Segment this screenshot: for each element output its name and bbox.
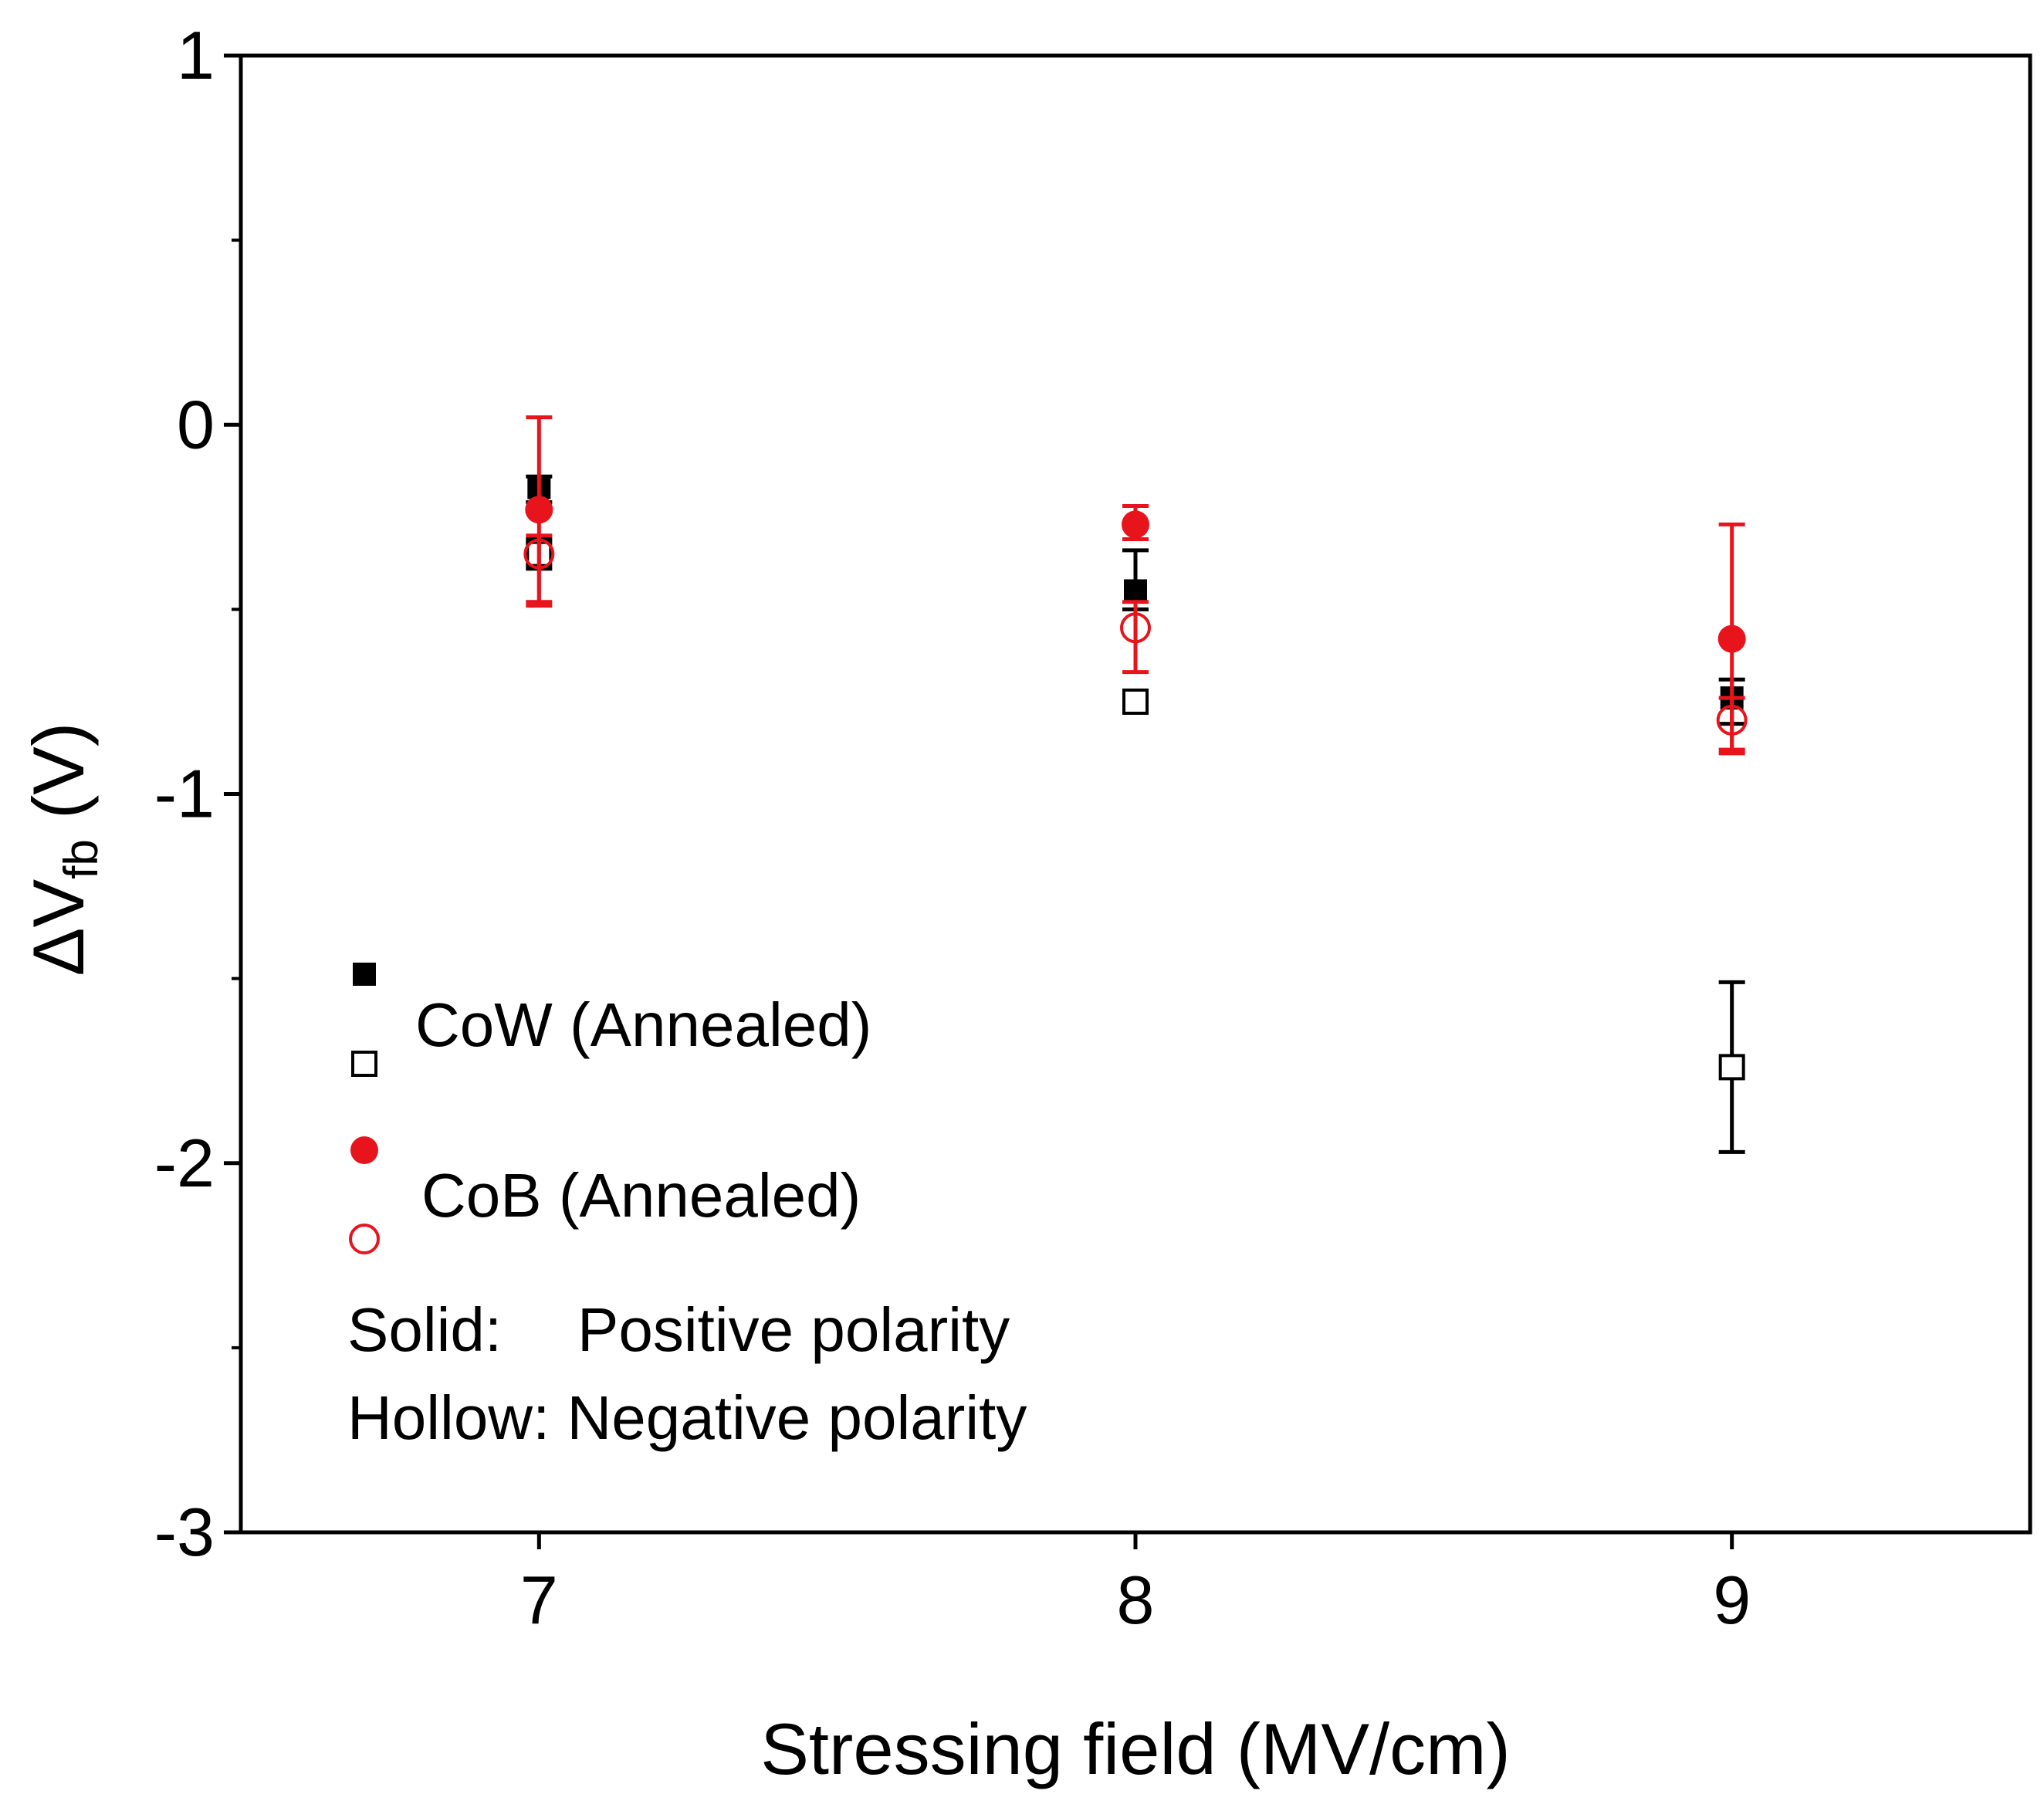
data-point [523, 538, 555, 570]
y-tick-label: -2 [154, 1125, 215, 1201]
x-tick-label: 8 [1117, 1562, 1155, 1638]
data-marks [523, 415, 1748, 1154]
y-tick-label: -1 [154, 756, 215, 832]
legend-marker-cow-negative [351, 1051, 377, 1077]
series-cob_positive [525, 415, 1746, 756]
legend-marker-cob-positive [350, 1136, 378, 1164]
x-axis-label: Stressing field (MV/cm) [760, 1708, 1511, 1789]
y-axis-label-subscript: fb [55, 839, 108, 879]
data-point [1716, 704, 1748, 736]
legend-label-cob: CoB (Annealed) [421, 1161, 861, 1230]
data-point [1120, 612, 1151, 644]
legend-marker-cob-negative [349, 1224, 380, 1254]
y-axis-label-main: ΔV [18, 879, 99, 977]
y-tick-label: 1 [177, 17, 215, 93]
data-point [1124, 579, 1147, 603]
y-tick-label: -3 [154, 1494, 215, 1570]
x-tick-label: 7 [520, 1562, 558, 1638]
series-cob_negative [523, 533, 1748, 752]
legend-label-cow: CoW (Annealed) [415, 990, 871, 1059]
y-axis-label-unit: (V) [18, 723, 99, 839]
legend-marker-cow-positive [353, 963, 376, 986]
legend-note-hollow: Hollow: Negative polarity [347, 1383, 1027, 1452]
x-axis: 7 8 9 [520, 1532, 1751, 1638]
plot-area [239, 53, 2032, 1535]
y-tick-label: 0 [177, 386, 215, 462]
y-axis-label: ΔVfb (V) [18, 723, 108, 977]
data-point [1122, 688, 1149, 715]
y-axis: -3 -2 -1 0 1 [154, 17, 241, 1570]
data-point [1717, 625, 1746, 653]
data-point [1718, 1054, 1745, 1081]
data-point [1122, 510, 1149, 539]
legend-note-positive: Positive polarity [577, 1295, 1010, 1364]
legend-note-solid: Solid: [347, 1295, 502, 1364]
x-tick-label: 9 [1713, 1562, 1751, 1638]
data-point [525, 496, 553, 524]
legend: CoW (Annealed) CoB (Annealed) Solid: Pos… [347, 963, 1027, 1452]
